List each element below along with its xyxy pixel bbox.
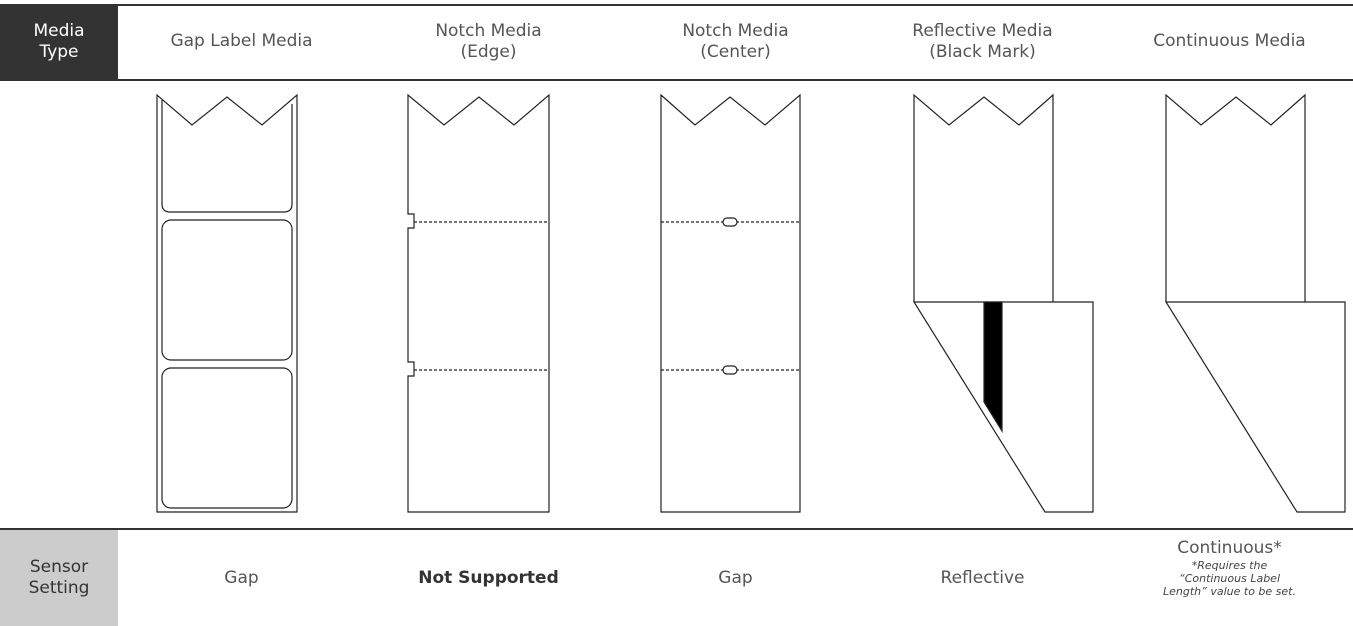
heading-line: Setting bbox=[28, 578, 90, 598]
header-line: Notch Media bbox=[682, 20, 789, 41]
sensor-cell: Reflective bbox=[859, 530, 1106, 626]
reflective-drawing bbox=[912, 93, 1094, 513]
header-line: (Black Mark) bbox=[929, 41, 1036, 62]
top-rule bbox=[0, 4, 1353, 6]
continuous-drawing bbox=[1164, 93, 1346, 513]
sensor-value: Gap bbox=[718, 567, 753, 588]
heading-line: Media bbox=[33, 20, 85, 41]
sensor-setting-heading: Sensor Setting bbox=[0, 530, 118, 626]
header-line: Gap Label Media bbox=[170, 31, 313, 51]
header-line: Notch Media bbox=[435, 20, 542, 41]
sensor-cell: Continuous* *Requires the “Continuous Labe… bbox=[1106, 530, 1353, 626]
header-line: (Center) bbox=[700, 41, 771, 62]
sensor-cell: Gap bbox=[612, 530, 859, 626]
column-header: Reflective Media (Black Mark) bbox=[859, 4, 1106, 79]
footer-rule bbox=[0, 528, 1353, 530]
gap-label-drawing bbox=[156, 93, 298, 513]
note-line: “Continuous Label bbox=[1179, 572, 1280, 585]
sensor-value: Reflective bbox=[940, 567, 1025, 588]
footnote: *Requires the “Continuous Label Length” va… bbox=[1163, 559, 1296, 598]
sensor-value: Continuous* bbox=[1177, 538, 1282, 558]
column-header: Notch Media (Edge) bbox=[365, 4, 612, 79]
sensor-value: Not Supported bbox=[418, 567, 559, 588]
sensor-value: Gap bbox=[224, 567, 259, 588]
header-line: Continuous Media bbox=[1153, 31, 1306, 51]
notch-edge-drawing bbox=[407, 93, 550, 513]
note-line: *Requires the bbox=[1191, 559, 1268, 572]
heading-line: Type bbox=[39, 41, 79, 62]
media-type-heading: Media Type bbox=[0, 4, 118, 79]
header-rule bbox=[0, 79, 1353, 81]
column-header: Continuous Media bbox=[1106, 4, 1353, 79]
sensor-cell: Not Supported bbox=[365, 530, 612, 626]
column-header: Gap Label Media bbox=[118, 4, 365, 79]
note-line: Length” value to be set. bbox=[1163, 585, 1296, 598]
column-header: Notch Media (Center) bbox=[612, 4, 859, 79]
heading-line: Sensor bbox=[29, 557, 89, 577]
header-line: Reflective Media bbox=[912, 20, 1053, 41]
header-line: (Edge) bbox=[460, 41, 517, 62]
notch-center-drawing bbox=[660, 93, 801, 513]
sensor-cell: Gap bbox=[118, 530, 365, 626]
